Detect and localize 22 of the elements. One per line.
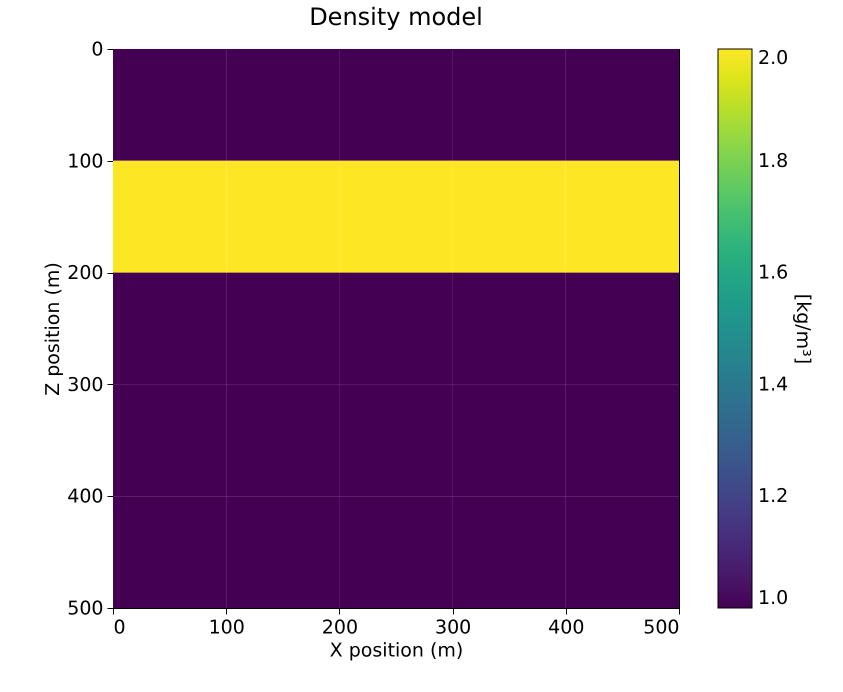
chart-title: Density model xyxy=(309,3,483,31)
x-tick-label: 400 xyxy=(548,616,584,638)
x-tick-label: 200 xyxy=(322,616,358,638)
y-tick-label: 0 xyxy=(91,38,104,60)
color-bar-title: [kg/m³] xyxy=(792,294,814,364)
color-bar-label: 2.0 xyxy=(758,47,788,69)
color-bar-label: 1.8 xyxy=(758,150,788,172)
y-tick-label: 200 xyxy=(67,262,104,284)
x-axis-title: X position (m) xyxy=(330,640,464,662)
y-tick-label: 300 xyxy=(67,374,104,396)
color-bar-label: 1.4 xyxy=(758,373,788,396)
x-tick-label: 0 xyxy=(114,616,126,638)
color-bar-label: 1.6 xyxy=(758,262,788,284)
color-bar-label: 1.2 xyxy=(758,485,788,508)
y-tick-label: 100 xyxy=(67,150,104,172)
y-tick-label: 400 xyxy=(67,486,104,508)
color-bar-label: 1.0 xyxy=(758,587,788,609)
x-tick-label: 100 xyxy=(208,616,245,638)
x-tick-label: 500 xyxy=(643,616,680,638)
y-axis-title: Z position (m) xyxy=(42,262,64,396)
x-tick-label: 300 xyxy=(434,616,472,638)
y-tick-label: 500 xyxy=(67,598,104,620)
